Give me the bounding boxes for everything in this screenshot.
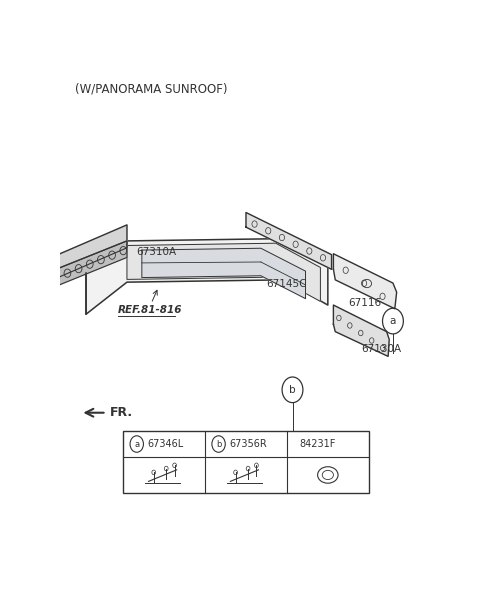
Text: (W/PANORAMA SUNROOF): (W/PANORAMA SUNROOF) bbox=[75, 83, 228, 96]
Text: 67310A: 67310A bbox=[136, 248, 176, 258]
Polygon shape bbox=[334, 305, 389, 356]
Text: 67356R: 67356R bbox=[229, 439, 267, 449]
Polygon shape bbox=[86, 239, 328, 314]
Text: a: a bbox=[134, 440, 139, 449]
Text: 84231F: 84231F bbox=[299, 439, 336, 449]
Polygon shape bbox=[53, 241, 127, 287]
Polygon shape bbox=[246, 212, 332, 270]
Text: b: b bbox=[289, 385, 296, 395]
Text: REF.81-816: REF.81-816 bbox=[118, 305, 182, 315]
Text: 67346L: 67346L bbox=[147, 439, 183, 449]
FancyBboxPatch shape bbox=[123, 431, 369, 493]
Text: 67116: 67116 bbox=[348, 298, 382, 308]
Polygon shape bbox=[142, 248, 305, 299]
Polygon shape bbox=[334, 253, 396, 309]
Polygon shape bbox=[53, 225, 127, 271]
Text: 67130A: 67130A bbox=[361, 343, 401, 353]
Text: a: a bbox=[390, 316, 396, 326]
Text: b: b bbox=[216, 440, 221, 449]
Text: 67145C: 67145C bbox=[266, 280, 307, 289]
Text: FR.: FR. bbox=[110, 406, 133, 419]
Polygon shape bbox=[53, 241, 127, 280]
Polygon shape bbox=[127, 243, 321, 302]
